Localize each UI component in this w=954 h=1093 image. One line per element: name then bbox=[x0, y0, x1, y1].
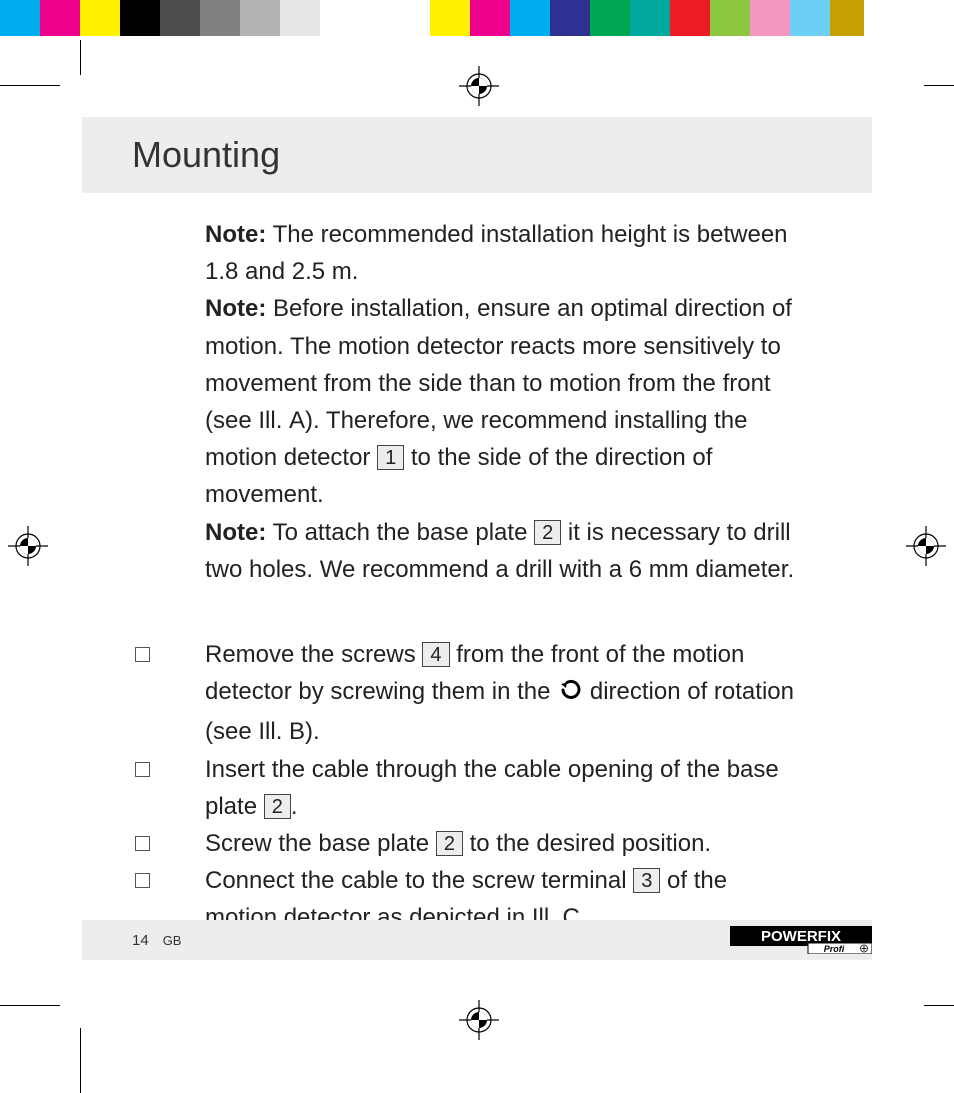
color-calibration-bar bbox=[0, 0, 954, 36]
colorbar-swatch bbox=[630, 0, 670, 36]
colorbar-swatch bbox=[710, 0, 750, 36]
colorbar-swatch bbox=[240, 0, 280, 36]
colorbar-swatch bbox=[510, 0, 550, 36]
brand-name: POWERFIX bbox=[761, 928, 841, 945]
part-reference: 2 bbox=[264, 794, 291, 819]
colorbar-swatch bbox=[160, 0, 200, 36]
registration-mark-icon bbox=[459, 66, 499, 106]
colorbar-swatch bbox=[430, 0, 470, 36]
colorbar-swatch bbox=[80, 0, 120, 36]
colorbar-swatch bbox=[0, 0, 40, 36]
colorbar-swatch bbox=[750, 0, 790, 36]
crop-line bbox=[0, 1005, 60, 1006]
note-label: Note: bbox=[205, 221, 266, 248]
brand-logo: POWERFIX Profi bbox=[730, 926, 872, 954]
steps-list: Remove the screws 4 from the front of th… bbox=[135, 636, 805, 937]
crop-line bbox=[924, 1005, 954, 1006]
colorbar-swatch bbox=[40, 0, 80, 36]
registration-mark-icon bbox=[8, 526, 48, 566]
note-label: Note: bbox=[205, 295, 266, 322]
step-text: Remove the screws bbox=[205, 641, 416, 668]
brand-sub: Profi bbox=[824, 944, 845, 954]
colorbar-swatch bbox=[360, 0, 430, 36]
colorbar-swatch bbox=[550, 0, 590, 36]
colorbar-swatch bbox=[200, 0, 240, 36]
page-footer: 14 GB POWERFIX Profi bbox=[82, 920, 872, 960]
colorbar-swatch bbox=[470, 0, 510, 36]
step-text: Screw the base plate bbox=[205, 830, 429, 857]
colorbar-swatch bbox=[830, 0, 864, 36]
colorbar-swatch bbox=[320, 0, 360, 36]
section-title: Mounting bbox=[132, 134, 280, 176]
list-item: Remove the screws 4 from the front of th… bbox=[135, 636, 805, 751]
step-text: . bbox=[291, 793, 298, 820]
step-text: to the desired position. bbox=[470, 830, 712, 857]
colorbar-swatch bbox=[120, 0, 160, 36]
notes-block: Note: The recommended installation heigh… bbox=[205, 216, 805, 588]
colorbar-swatch bbox=[790, 0, 830, 36]
crop-line bbox=[80, 40, 81, 75]
note-label: Note: bbox=[205, 519, 266, 546]
colorbar-swatch bbox=[280, 0, 320, 36]
rotate-ccw-icon bbox=[557, 676, 583, 713]
section-header: Mounting bbox=[82, 117, 872, 193]
list-item: Insert the cable through the cable openi… bbox=[135, 751, 805, 825]
crop-line bbox=[0, 85, 60, 86]
registration-mark-icon bbox=[906, 526, 946, 566]
step-text: Connect the cable to the screw terminal bbox=[205, 867, 627, 894]
part-reference: 2 bbox=[534, 520, 561, 545]
language-code: GB bbox=[163, 933, 182, 948]
note-paragraph: Note: To attach the base plate 2 it is n… bbox=[205, 514, 805, 588]
crop-line bbox=[924, 85, 954, 86]
registration-mark-icon bbox=[459, 1000, 499, 1040]
part-reference: 2 bbox=[436, 831, 463, 856]
note-paragraph: Note: Before installation, ensure an opt… bbox=[205, 290, 805, 513]
note-text: The recommended installation height is b… bbox=[205, 221, 788, 285]
colorbar-swatch bbox=[670, 0, 710, 36]
note-paragraph: Note: The recommended installation heigh… bbox=[205, 216, 805, 290]
crop-line bbox=[80, 1028, 81, 1093]
list-item: Screw the base plate 2 to the desired po… bbox=[135, 825, 805, 862]
page-number: 14 bbox=[132, 932, 149, 949]
part-reference: 3 bbox=[633, 868, 660, 893]
colorbar-swatch bbox=[590, 0, 630, 36]
part-reference: 4 bbox=[422, 642, 449, 667]
note-text: To attach the base plate bbox=[273, 519, 528, 546]
part-reference: 1 bbox=[377, 445, 404, 470]
